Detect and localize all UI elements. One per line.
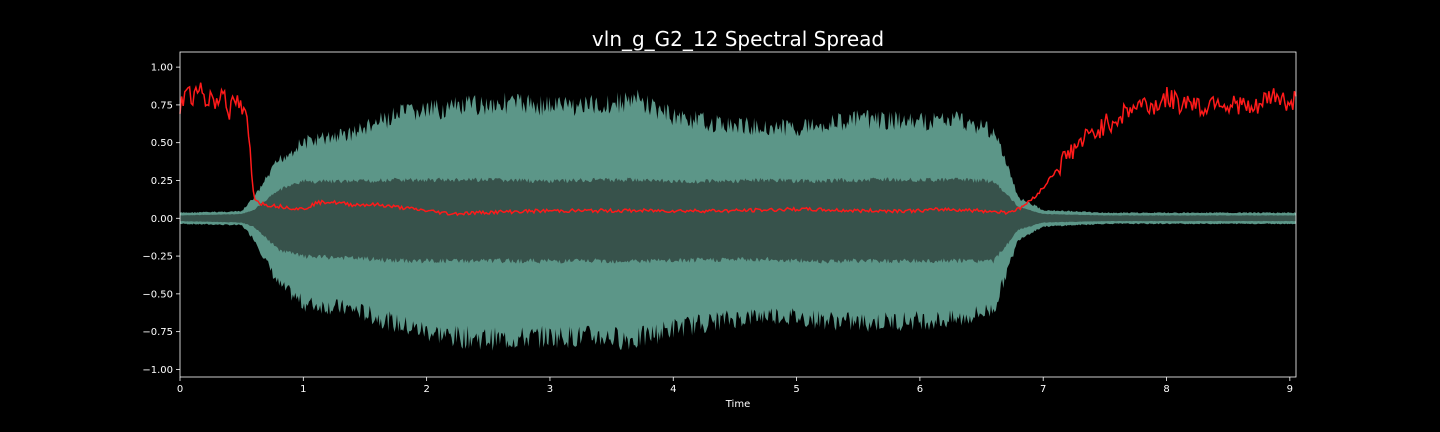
x-tick-label: 6: [917, 384, 923, 395]
y-tick-label: −0.50: [142, 289, 173, 300]
chart-title: vln_g_G2_12 Spectral Spread: [592, 27, 884, 51]
x-tick-label: 0: [177, 384, 183, 395]
x-tick-label: 2: [423, 384, 429, 395]
y-axis: −1.00 −0.75 −0.50 −0.25 0.00 0.25 0.50 0.75 1.00: [142, 63, 180, 376]
x-tick-label: 4: [670, 384, 676, 395]
y-tick-label: 0.50: [151, 138, 173, 149]
x-tick-label: 1: [300, 384, 306, 395]
x-tick-label: 5: [793, 384, 799, 395]
plot-area: [179, 82, 1297, 351]
x-tick-label: 8: [1163, 384, 1169, 395]
axes-frame: [179, 51, 1297, 378]
y-tick-label: −0.75: [142, 327, 173, 338]
y-tick-label: 0.00: [151, 214, 173, 225]
y-tick-label: −0.25: [142, 252, 173, 263]
waveform-inner-band: [180, 177, 1296, 264]
y-tick-label: 0.75: [151, 100, 173, 111]
x-tick-label: 9: [1287, 384, 1293, 395]
x-axis-label: Time: [725, 399, 750, 410]
y-tick-label: −1.00: [142, 365, 173, 376]
x-tick-label: 3: [547, 384, 553, 395]
y-tick-label: 0.25: [151, 176, 173, 187]
y-tick-label: 1.00: [151, 63, 173, 74]
x-tick-label: 7: [1040, 384, 1046, 395]
spectral-spread-line-0: [179, 82, 1297, 217]
x-axis: 0 1 2 3 4 5 6 7 8 9: [177, 377, 1293, 395]
